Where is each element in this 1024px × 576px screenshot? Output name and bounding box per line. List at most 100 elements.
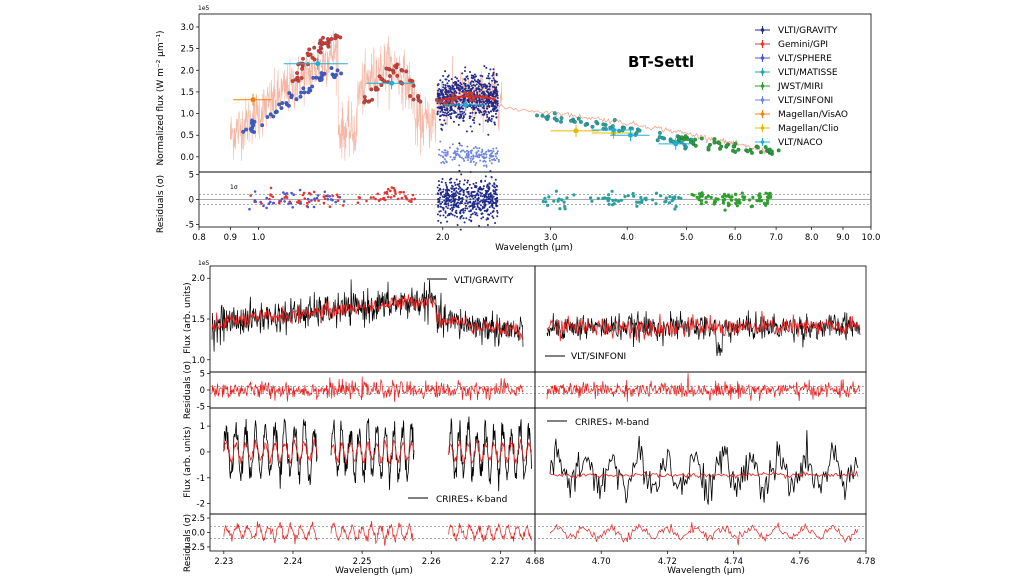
y-tick-label: 0 xyxy=(189,196,194,206)
overview-hline-label: 1σ xyxy=(230,184,238,191)
gravity-point xyxy=(487,92,490,95)
series-point xyxy=(322,71,327,76)
gravity-residual xyxy=(440,202,442,205)
gravity-residual xyxy=(460,215,463,218)
sinfoni-point xyxy=(472,147,475,150)
gravity-residual xyxy=(445,205,448,208)
gravity-point xyxy=(462,117,465,120)
gravity-residual xyxy=(492,210,495,213)
gravity-point xyxy=(467,77,469,80)
mir-residual xyxy=(729,198,734,202)
gravity-point xyxy=(487,117,490,120)
gravity-point xyxy=(457,79,460,82)
gravity-residual xyxy=(453,189,456,192)
series-point xyxy=(320,40,325,45)
gravity-residual xyxy=(494,197,497,200)
gravity-point xyxy=(471,86,474,89)
gravity-point xyxy=(473,116,476,119)
series-point xyxy=(296,62,301,67)
gravity-residual xyxy=(440,205,442,208)
gravity-residual xyxy=(493,207,496,210)
gravity-point xyxy=(443,119,446,122)
gravity-point xyxy=(476,87,479,90)
nir-residual xyxy=(310,199,313,202)
gravity-residual xyxy=(476,203,479,206)
gpi-residual xyxy=(387,195,390,199)
gravity-residual xyxy=(456,205,459,208)
sinfoni-point xyxy=(467,155,470,158)
crires-m-data-line xyxy=(549,430,859,505)
series-point xyxy=(724,143,729,148)
mir-residual xyxy=(695,195,699,199)
gravity-residual xyxy=(495,188,498,191)
nir-residual xyxy=(269,200,272,204)
gravity-point xyxy=(493,95,496,98)
series-point xyxy=(241,129,246,134)
series-point xyxy=(559,119,563,124)
gravity-point xyxy=(452,109,455,112)
gravity-residual xyxy=(472,182,475,185)
gravity-point xyxy=(445,114,448,117)
mir-residual xyxy=(704,196,708,200)
nir-residual xyxy=(323,197,327,201)
gravity-residual xyxy=(476,192,479,195)
gpi-residual xyxy=(410,198,414,201)
gravity-residual xyxy=(450,212,453,215)
gravity-residual xyxy=(480,204,482,207)
x-tick-label: 7.0 xyxy=(769,233,783,243)
gravity-point xyxy=(447,114,450,117)
legend-marker xyxy=(760,112,765,116)
gravity-residual xyxy=(441,195,444,198)
gravity-residual xyxy=(487,190,489,193)
sinfoni-point xyxy=(454,156,457,159)
legend-entry: Magellan/VisAO xyxy=(778,110,848,120)
mir-residual xyxy=(617,199,621,203)
gravity-point xyxy=(444,70,447,73)
gravity-residual xyxy=(475,208,478,211)
mir-residual xyxy=(742,198,746,202)
nir-residual xyxy=(328,195,332,198)
gravity-point xyxy=(494,102,497,105)
gravity-residual xyxy=(446,214,449,217)
mir-residual xyxy=(723,198,727,202)
gravity-point xyxy=(459,98,462,101)
gravity-point xyxy=(473,106,476,109)
legend-entry: JWST/MIRI xyxy=(777,82,823,92)
gpi-residual xyxy=(389,196,393,199)
series-point xyxy=(374,87,379,92)
gravity-residual xyxy=(466,188,469,191)
gravity-point xyxy=(445,96,447,98)
gravity-residual xyxy=(444,203,447,206)
nir-residual xyxy=(331,194,335,198)
series-point xyxy=(369,87,374,92)
gravity-residual xyxy=(442,208,445,211)
nir-residual xyxy=(316,194,320,197)
sinfoni-point xyxy=(497,160,500,163)
legend-marker xyxy=(760,28,765,32)
gravity-residual xyxy=(458,185,461,188)
gravity-residual xyxy=(477,189,480,192)
gravity-residual xyxy=(495,200,498,203)
gravity-point xyxy=(456,100,459,103)
gravity-point xyxy=(436,95,439,98)
gravity-residual xyxy=(455,212,458,215)
sinfoni-point xyxy=(438,153,440,156)
gravity-residual xyxy=(442,188,445,191)
gravity-residual xyxy=(440,193,443,196)
crires-k-model-line xyxy=(448,438,532,466)
series-point xyxy=(335,34,340,39)
gravity-point xyxy=(442,86,445,89)
nir-residual xyxy=(253,190,257,193)
gpi-residual xyxy=(387,187,390,191)
gravity-point xyxy=(459,81,462,84)
gravity-residual xyxy=(445,194,448,197)
sinfoni-point xyxy=(453,158,456,161)
gravity-point xyxy=(469,71,471,73)
mir-residual xyxy=(632,194,636,198)
series-point xyxy=(391,70,396,75)
gravity-residual xyxy=(479,195,482,197)
gravity-residual xyxy=(440,192,442,195)
gravity-point xyxy=(496,97,499,99)
series-point xyxy=(316,48,321,53)
sinfoni-point xyxy=(451,158,454,161)
